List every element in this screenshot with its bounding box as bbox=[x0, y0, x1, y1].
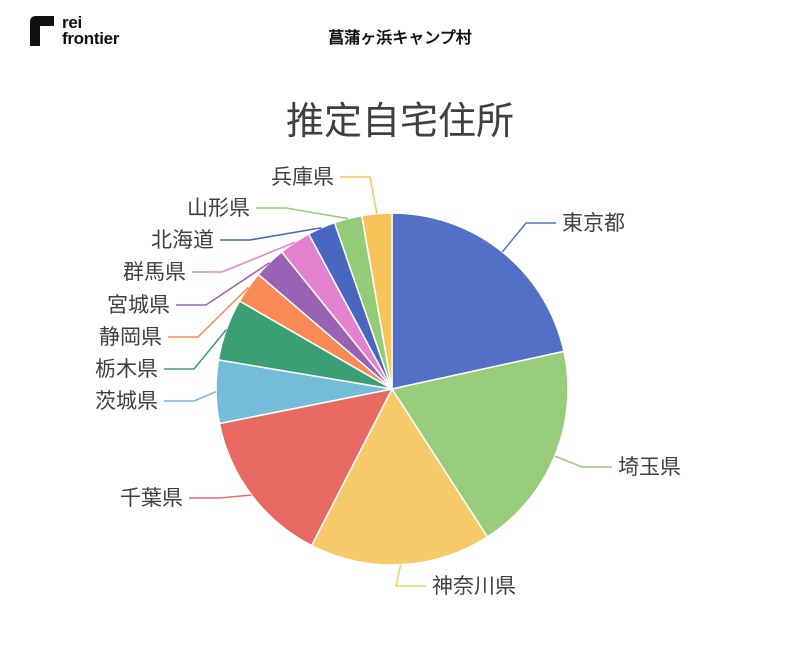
logo-line-2: frontier bbox=[62, 29, 120, 48]
slice-label: 山形県 bbox=[187, 196, 250, 220]
slice-label: 兵庫県 bbox=[271, 165, 334, 189]
page-header-title: 菖蒲ヶ浜キャンプ村 bbox=[328, 28, 472, 47]
slice-label: 千葉県 bbox=[120, 486, 183, 510]
logo-wordmark: rei frontier bbox=[62, 13, 120, 48]
leader-line bbox=[168, 286, 249, 338]
slice-label: 東京都 bbox=[562, 211, 625, 235]
slice-label: 埼玉県 bbox=[618, 455, 681, 479]
slice-label: 北海道 bbox=[151, 228, 214, 252]
rei-logo-icon bbox=[30, 16, 54, 46]
slice-label: 静岡県 bbox=[99, 325, 162, 349]
leader-line bbox=[220, 227, 322, 241]
slice-label: 群馬県 bbox=[123, 260, 186, 284]
pie-slice bbox=[218, 387, 394, 547]
slice-label: 茨城県 bbox=[95, 389, 158, 413]
leader-line bbox=[395, 564, 426, 587]
leader-line bbox=[164, 391, 217, 402]
chart-title: 推定自宅住所 bbox=[285, 99, 514, 143]
slice-label: 宮城県 bbox=[107, 293, 170, 317]
leader-line bbox=[501, 222, 556, 253]
leader-line bbox=[189, 494, 252, 499]
leader-line bbox=[256, 207, 349, 220]
pie-slice bbox=[310, 387, 489, 566]
leader-line bbox=[554, 455, 612, 468]
leader-line bbox=[192, 241, 296, 273]
brand-logo: rei frontier bbox=[28, 14, 119, 48]
leader-line bbox=[340, 176, 378, 214]
logo-line-1: rei bbox=[62, 13, 82, 32]
leader-line bbox=[164, 329, 227, 370]
pie-slice bbox=[391, 212, 565, 390]
pie-slice bbox=[390, 350, 569, 538]
leader-line bbox=[176, 262, 270, 306]
slice-label: 栃木県 bbox=[95, 357, 158, 381]
slice-label: 神奈川県 bbox=[432, 574, 516, 598]
